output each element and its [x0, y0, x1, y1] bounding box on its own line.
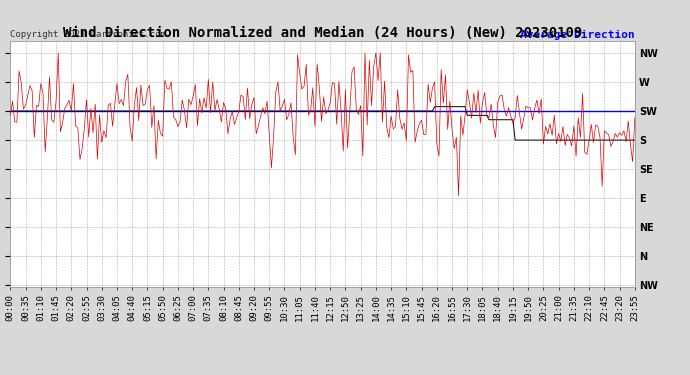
Title: Wind Direction Normalized and Median (24 Hours) (New) 20230109: Wind Direction Normalized and Median (24…	[63, 26, 582, 40]
Text: Average Direction: Average Direction	[520, 30, 635, 40]
Text: Copyright 2023 Cartronics.com: Copyright 2023 Cartronics.com	[10, 30, 166, 39]
